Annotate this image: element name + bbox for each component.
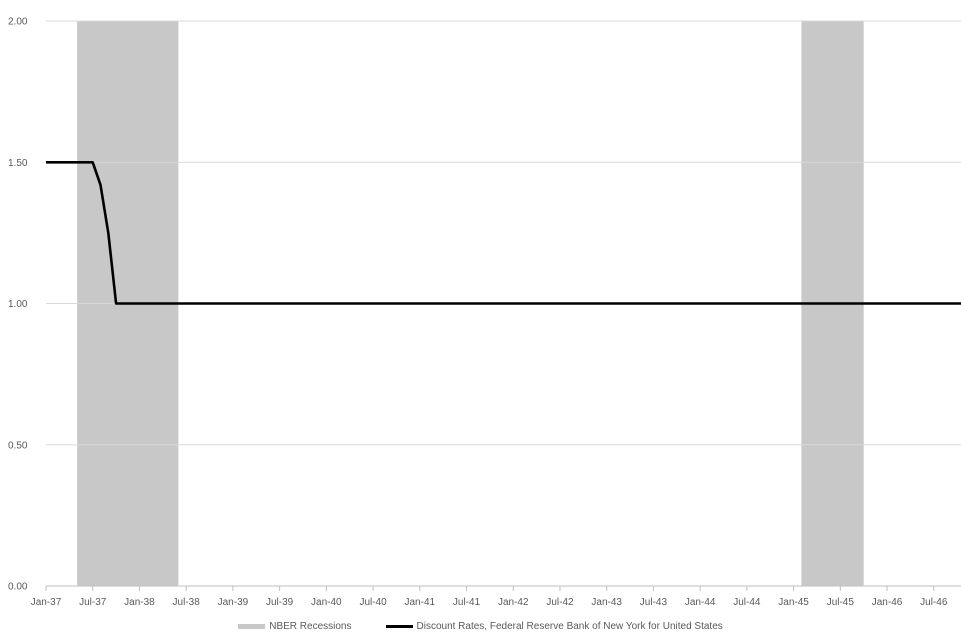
- x-tick-label: Jan-37: [31, 597, 62, 608]
- x-tick-label: Jul-39: [266, 597, 294, 608]
- x-tick-label: Jul-41: [453, 597, 481, 608]
- y-tick-labels: 0.00 0.50 1.00 1.50 2.00: [8, 17, 28, 593]
- x-tick-label: Jan-38: [124, 597, 155, 608]
- x-tick-label: Jul-46: [920, 597, 948, 608]
- x-tick-label: Jan-40: [311, 597, 342, 608]
- x-tick-label: Jul-37: [79, 597, 107, 608]
- x-tick-label: Jul-40: [359, 597, 387, 608]
- x-tick-label: Jul-42: [546, 597, 574, 608]
- series-line-discount-rate: [46, 161, 961, 305]
- legend-item-recessions: NBER Recessions: [238, 621, 352, 632]
- x-tick-label: Jan-44: [685, 597, 716, 608]
- x-tick-label: Jul-45: [827, 597, 855, 608]
- x-tick-label: Jan-46: [872, 597, 903, 608]
- y-tick-label: 0.00: [8, 582, 28, 593]
- y-tick-label: 0.50: [8, 440, 28, 451]
- legend-label-discount-rate: Discount Rates, Federal Reserve Bank of …: [416, 621, 723, 632]
- x-tick-label: Jan-41: [405, 597, 436, 608]
- x-tick-label: Jan-42: [498, 597, 529, 608]
- legend: NBER Recessions Discount Rates, Federal …: [0, 620, 961, 633]
- y-tick-label: 2.00: [8, 17, 28, 28]
- line-swatch: [385, 625, 413, 628]
- legend-item-discount-rate: Discount Rates, Federal Reserve Bank of …: [385, 621, 723, 632]
- x-tick-label: Jul-44: [733, 597, 761, 608]
- series: [46, 161, 961, 305]
- recession-swatch: [238, 624, 266, 629]
- x-tick-label: Jul-38: [173, 597, 201, 608]
- y-tick-label: 1.00: [8, 299, 28, 310]
- y-tick-label: 1.50: [8, 158, 28, 169]
- legend-label-recessions: NBER Recessions: [269, 621, 352, 632]
- x-tick-labels: Jan-37 Jul-37 Jan-38 Jul-38 Jan-39 Jul-39 Jan-…: [31, 586, 948, 608]
- x-tick-label: Jul-43: [640, 597, 668, 608]
- x-tick-label: Jan-43: [591, 597, 622, 608]
- chart: 0.000.501.001.502.00 Jan-37 Jul-37 Jan-38 J…: [8, 17, 961, 608]
- x-tick-label: Jan-45: [778, 597, 809, 608]
- x-tick-label: Jan-39: [218, 597, 249, 608]
